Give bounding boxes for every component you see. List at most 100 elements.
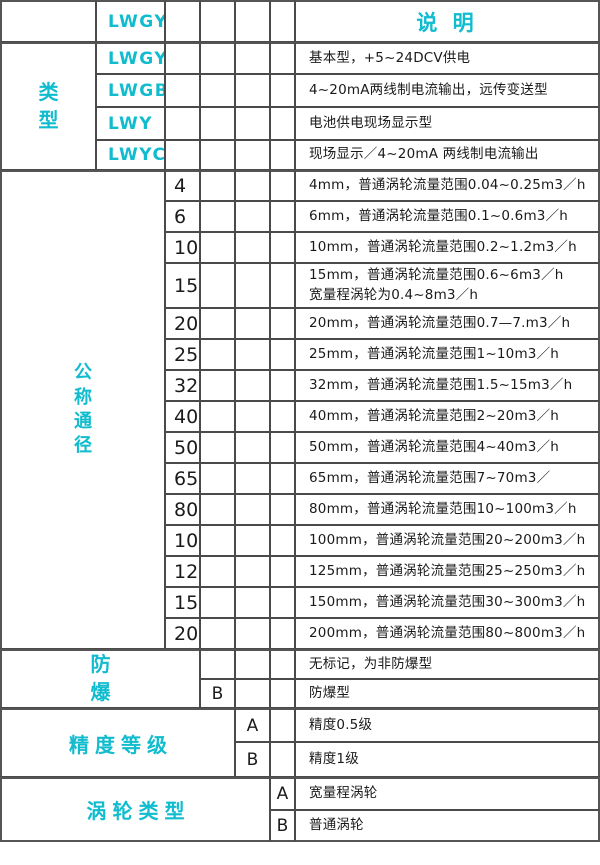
row-filler-column-4: [270, 201, 295, 232]
row-code-cell: 20: [165, 308, 200, 339]
row-code-cell: 50: [165, 432, 200, 463]
row-filler-column-3: [235, 339, 270, 370]
row-description-cell: 6mm，普通涡轮流量范围0.1~0.6m3／h: [295, 201, 600, 232]
row-description-cell: 基本型，+5~24DCV供电: [295, 42, 600, 74]
row-filler-column-4: [270, 432, 295, 463]
row-filler-column-2: [200, 232, 235, 263]
row-code-cell: A: [270, 777, 295, 810]
row-filler-column-4: [270, 649, 295, 679]
row-description-cell: 宽量程涡轮: [295, 777, 600, 810]
header-model-code: LWGY: [108, 11, 165, 32]
row-filler-column-4: [270, 679, 295, 708]
row-code: 25: [174, 343, 199, 366]
row-code: LWGY: [108, 48, 165, 69]
row-filler-column-2: [200, 170, 235, 201]
row-filler-column-4: [270, 401, 295, 432]
row-filler-column-3: [235, 140, 270, 170]
row-code-cell: 15: [165, 263, 200, 308]
row-filler-column-3: [235, 587, 270, 618]
row-code: 200: [174, 622, 199, 645]
row-code-cell: LWY: [96, 107, 165, 140]
header-code-column-2: [200, 0, 235, 42]
row-code: 125: [174, 560, 199, 583]
section-label-1: 公 称 通 径: [0, 170, 165, 649]
row-code-cell: 25: [165, 339, 200, 370]
row-description: 80mm，普通涡轮流量范围10~100m3／h: [309, 500, 577, 517]
row-description-cell: 4~20mA两线制电流输出，远传变送型: [295, 74, 600, 107]
row-code: 6: [174, 205, 187, 228]
row-description-cell: 25mm，普通涡轮流量范围1~10m3／h: [295, 339, 600, 370]
row-filler-column-3: [235, 370, 270, 401]
row-code-cell: B: [200, 679, 235, 708]
row-code-cell: 200: [165, 618, 200, 649]
row-description: 4mm，普通涡轮流量范围0.04~0.25m3／h: [309, 177, 586, 194]
row-filler-column-2: [200, 587, 235, 618]
row-description: 6mm，普通涡轮流量范围0.1~0.6m3／h: [309, 207, 569, 224]
row-description: 200mm，普通涡轮流量范围80~800m3／h: [309, 624, 586, 641]
row-filler-column-3: [235, 308, 270, 339]
row-description: 精度0.5级: [309, 716, 373, 733]
section-label-text-2: 防 爆: [90, 652, 111, 704]
row-code: 32: [174, 374, 199, 397]
row-filler-column-4: [270, 339, 295, 370]
section-label-text-3: 精度等级: [69, 732, 173, 757]
row-code: B: [211, 683, 224, 704]
row-code: 100: [174, 529, 199, 552]
row-description: 150mm，普通涡轮流量范围30~300m3／h: [309, 593, 586, 610]
row-description: 100mm，普通涡轮流量范围20~200m3／h: [309, 531, 586, 548]
row-code: A: [276, 784, 289, 804]
row-filler-column-3: [235, 263, 270, 308]
row-description: 精度1级: [309, 750, 359, 767]
row-description: 25mm，普通涡轮流量范围1~10m3／h: [309, 345, 560, 362]
row-filler-column-2: [200, 494, 235, 525]
row-description: 40mm，普通涡轮流量范围2~20m3／h: [309, 407, 560, 424]
row-filler-column-4: [270, 587, 295, 618]
row-filler-column-3: [235, 401, 270, 432]
row-code-cell: 32: [165, 370, 200, 401]
row-description-cell: 现场显示／4~20mA 两线制电流输出: [295, 140, 600, 170]
row-filler-column-3: [235, 74, 270, 107]
row-code: LWYC: [108, 145, 165, 165]
section-label-4: 涡轮类型: [0, 777, 270, 842]
row-filler-column-4: [270, 308, 295, 339]
row-description-cell: 防爆型: [295, 679, 600, 708]
row-description-cell: 80mm，普通涡轮流量范围10~100m3／h: [295, 494, 600, 525]
row-description: 现场显示／4~20mA 两线制电流输出: [309, 146, 539, 163]
row-code: 65: [174, 467, 199, 490]
row-filler-column-3: [235, 556, 270, 587]
row-description-cell: 4mm，普通涡轮流量范围0.04~0.25m3／h: [295, 170, 600, 201]
row-description: 防爆型: [309, 684, 351, 701]
row-filler-column-4: [270, 556, 295, 587]
row-filler-column-3: [235, 170, 270, 201]
header-code-column-4: [270, 0, 295, 42]
row-description-cell: 32mm，普通涡轮流量范围1.5~15m3／h: [295, 370, 600, 401]
row-code-cell: LWGB: [96, 74, 165, 107]
row-filler-column-2: [200, 201, 235, 232]
row-description-cell: 无标记，为非防爆型: [295, 649, 600, 679]
row-description-cell: 125mm，普通涡轮流量范围25~250m3／h: [295, 556, 600, 587]
row-description-cell: 20mm，普通涡轮流量范围0.7—7.m3／h: [295, 308, 600, 339]
row-filler-column-1: [165, 42, 200, 74]
row-filler-column-2: [200, 339, 235, 370]
row-filler-column-4: [270, 525, 295, 556]
row-filler-column-2: [200, 463, 235, 494]
row-filler-column-4: [270, 708, 295, 742]
row-code: 80: [174, 498, 199, 521]
row-filler-column-2: [200, 618, 235, 649]
section-label-text-4: 涡轮类型: [86, 799, 191, 823]
row-code: 150: [174, 591, 199, 614]
row-code-cell: B: [235, 742, 270, 777]
row-code-cell: LWYC: [96, 140, 165, 170]
header-model-code-cell: LWGY: [96, 0, 165, 42]
row-filler-column-2: [200, 432, 235, 463]
row-filler-column-3: [235, 679, 270, 708]
row-description: 50mm，普通涡轮流量范围4~40m3／h: [309, 438, 560, 455]
header-code-column-3: [235, 0, 270, 42]
row-code-cell: 10: [165, 232, 200, 263]
row-filler-column-3: [235, 432, 270, 463]
row-code: LWGB: [108, 80, 165, 101]
row-filler-column-2: [200, 140, 235, 170]
row-description: 125mm，普通涡轮流量范围25~250m3／h: [309, 562, 586, 579]
row-filler-column-2: [200, 263, 235, 308]
row-filler-column-3: [235, 232, 270, 263]
